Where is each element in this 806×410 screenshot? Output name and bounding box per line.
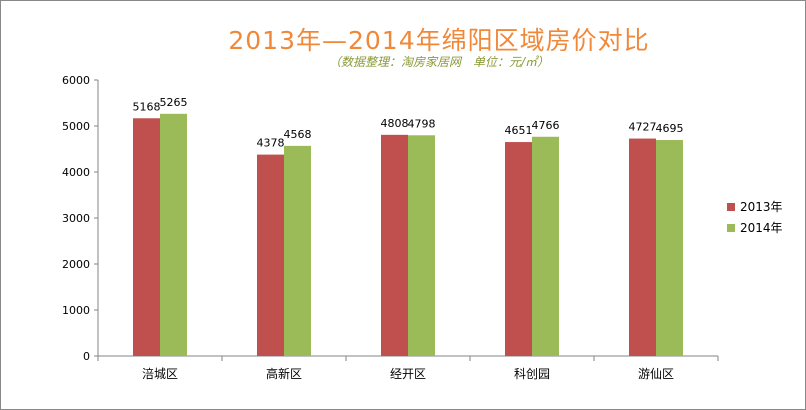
x-tick-label: 涪城区 (142, 366, 178, 381)
data-label: 4568 (284, 128, 312, 141)
bar-2014年 (284, 145, 311, 356)
bar-2013年 (257, 154, 284, 356)
bar-2014年 (160, 113, 187, 356)
legend-label: 2013年 (740, 200, 783, 214)
chart-title: 2013年—2014年绵阳区域房价对比 (228, 26, 650, 55)
data-label: 4695 (656, 122, 684, 135)
y-tick-label: 0 (83, 350, 90, 363)
y-tick-label: 4000 (62, 166, 90, 179)
bar-2013年 (133, 118, 160, 356)
x-tick-label: 经开区 (390, 367, 426, 381)
legend-swatch (727, 224, 735, 232)
data-label: 4798 (408, 117, 436, 130)
x-tick-label: 高新区 (266, 366, 302, 381)
bar-2013年 (629, 138, 656, 356)
data-label: 5168 (133, 100, 161, 113)
chart-subtitle: （数据整理：淘房家居网 单位：元/㎡） (328, 55, 550, 69)
bar-2013年 (381, 134, 408, 356)
bar-2014年 (408, 135, 435, 356)
x-tick-label: 科创园 (514, 367, 550, 381)
data-label: 4727 (629, 121, 657, 134)
y-tick-label: 3000 (62, 212, 90, 225)
data-label: 4808 (381, 117, 409, 130)
data-label: 4378 (257, 137, 285, 150)
legend-label: 2014年 (740, 221, 783, 235)
x-tick-label: 游仙区 (638, 367, 674, 381)
y-tick-label: 5000 (62, 120, 90, 133)
bar-2014年 (656, 140, 683, 356)
data-label: 5265 (160, 96, 188, 109)
bar-2013年 (505, 142, 532, 356)
data-label: 4766 (532, 119, 560, 132)
bar-2014年 (532, 136, 559, 356)
y-tick-label: 2000 (62, 258, 90, 271)
legend-swatch (727, 203, 735, 211)
data-label: 4651 (505, 124, 533, 137)
y-tick-label: 1000 (62, 304, 90, 317)
y-tick-label: 6000 (62, 74, 90, 87)
